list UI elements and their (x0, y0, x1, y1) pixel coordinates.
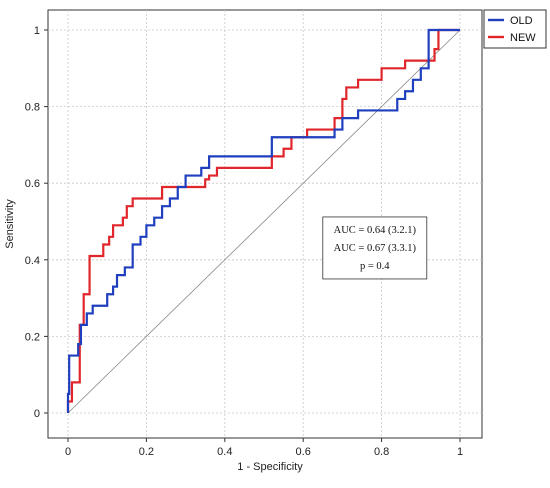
roc-curve-old (66, 28, 460, 413)
auc-annotation-line: AUC = 0.67 (3.3.1) (334, 243, 417, 254)
reference-diagonal-line (67, 29, 461, 414)
legend-box (483, 9, 547, 49)
y-tick-label: 0.6 (25, 178, 40, 190)
y-tick-label: 0.8 (25, 102, 40, 114)
x-tick-label: 1 (457, 446, 463, 458)
y-tick-label: 0 (34, 408, 40, 420)
y-axis-label: Sensitivity (4, 199, 16, 249)
x-axis-label: 1 - Specificity (237, 461, 303, 473)
auc-annotation-line: AUC = 0.64 (3.2.1) (334, 225, 417, 236)
roc-curve-new (66, 28, 460, 413)
legend-label-old: OLD (510, 15, 533, 27)
y-tick-label: 0.4 (25, 255, 40, 267)
x-tick-label: 0.2 (139, 446, 154, 458)
y-tick-label: 1 (34, 25, 40, 37)
x-tick-label: 0.6 (296, 446, 311, 458)
x-tick-label: 0.4 (217, 446, 232, 458)
legend-label-new: NEW (510, 32, 536, 44)
x-tick-label: 0 (65, 446, 71, 458)
auc-annotation-box (322, 216, 428, 280)
auc-annotation-line: p = 0.4 (360, 261, 390, 272)
y-tick-label: 0.2 (25, 331, 40, 343)
x-tick-label: 0.8 (374, 446, 389, 458)
